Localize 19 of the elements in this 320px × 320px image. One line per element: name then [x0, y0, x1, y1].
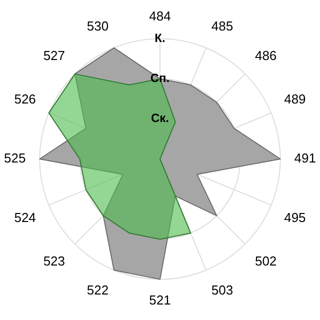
y-tick-label: Сп.	[150, 71, 170, 86]
spoke-label: 491	[294, 150, 316, 166]
y-tick-label: К.	[154, 31, 166, 45]
spoke-label: 524	[14, 210, 36, 225]
spoke-label: 522	[86, 282, 109, 298]
spoke-label: 503	[211, 282, 234, 298]
spoke-label: 530	[86, 18, 109, 34]
spoke-label: 525	[4, 150, 26, 166]
spoke-label: 521	[149, 292, 171, 308]
spoke-label: 502	[254, 253, 277, 268]
spoke-label: 523	[43, 253, 66, 268]
y-tick-label: Ск.	[150, 111, 170, 126]
spoke-label: 495	[284, 210, 306, 225]
spoke-label: 526	[14, 91, 36, 106]
spoke-label: 489	[284, 91, 306, 106]
spoke-label: 527	[43, 48, 66, 63]
spoke-label: 484	[149, 8, 171, 24]
spoke-label: 485	[211, 18, 234, 34]
spoke-label: 486	[254, 48, 277, 63]
